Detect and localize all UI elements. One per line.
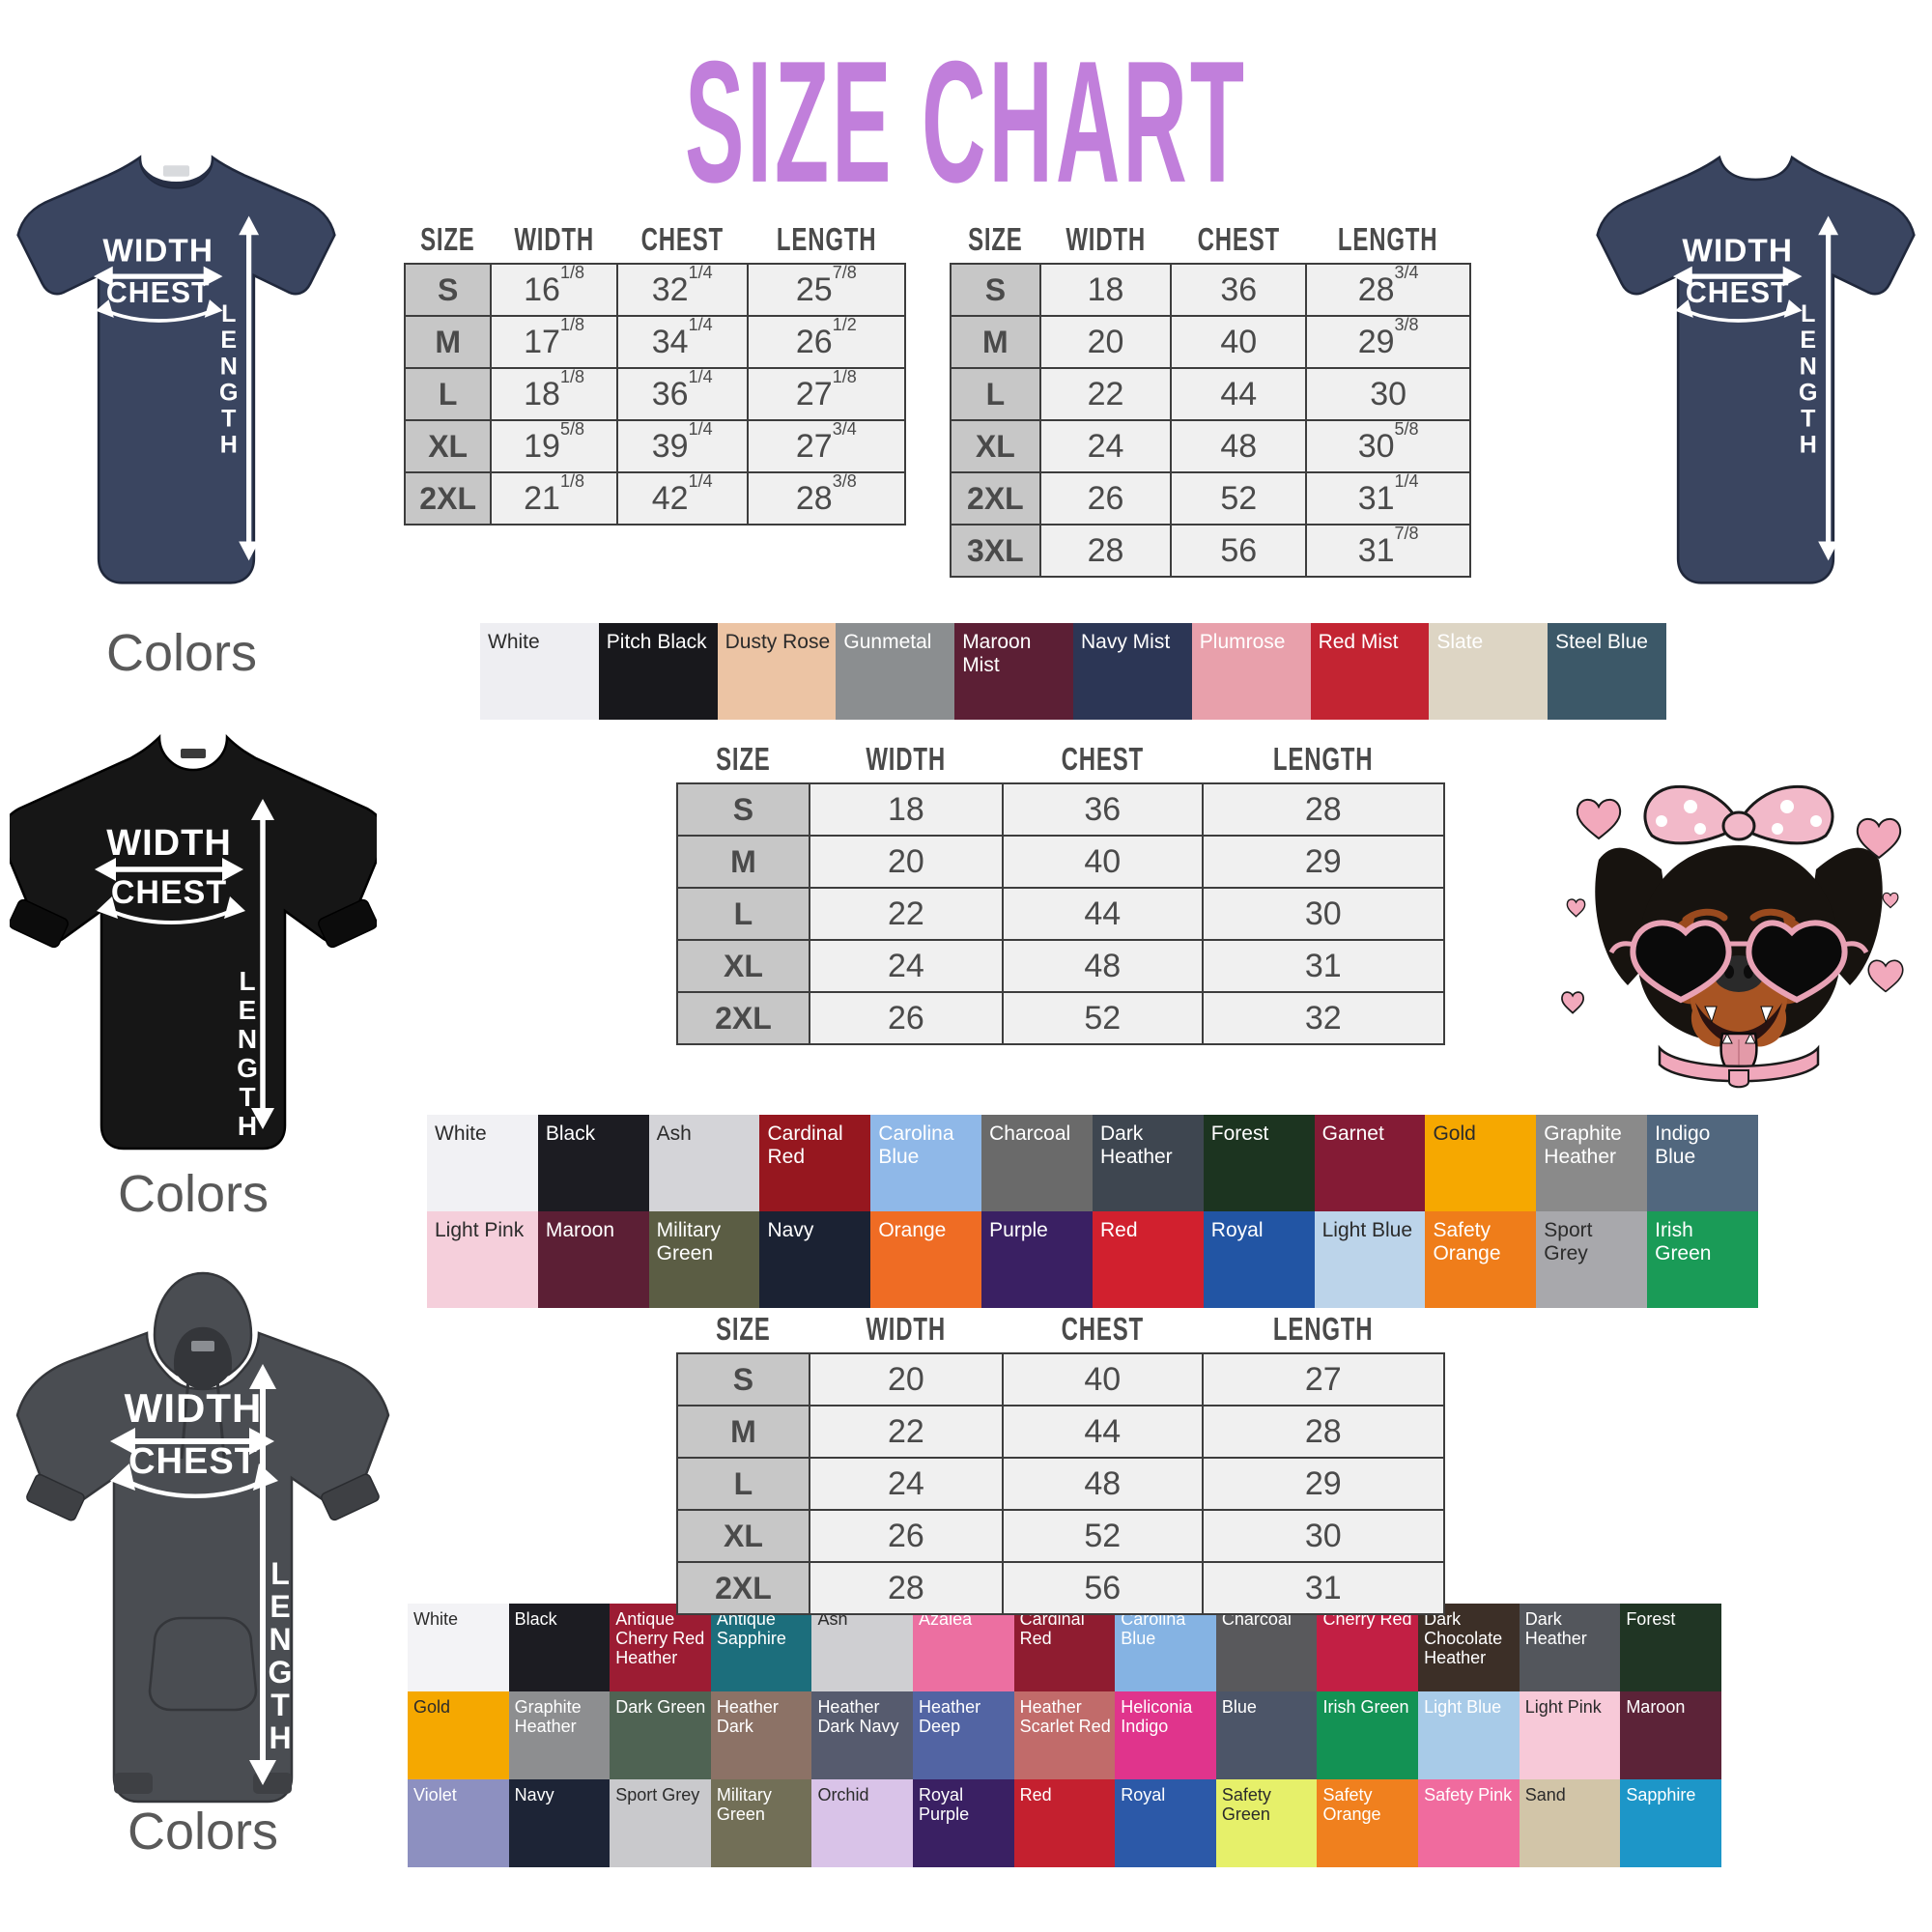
svg-text:CHEST: CHEST [128,1441,258,1482]
svg-text:WIDTH: WIDTH [125,1385,263,1431]
svg-text:LENGTH: LENGTH [1799,300,1817,459]
svg-text:CHEST: CHEST [106,277,211,309]
svg-text:WIDTH: WIDTH [102,233,213,269]
svg-text:LENGTH: LENGTH [269,1556,293,1755]
svg-text:WIDTH: WIDTH [106,823,232,864]
svg-text:CHEST: CHEST [1686,277,1790,309]
svg-text:CHEST: CHEST [111,874,227,911]
svg-text:LENGTH: LENGTH [219,300,238,459]
svg-text:WIDTH: WIDTH [1682,233,1793,269]
svg-text:LENGTH: LENGTH [237,966,258,1141]
